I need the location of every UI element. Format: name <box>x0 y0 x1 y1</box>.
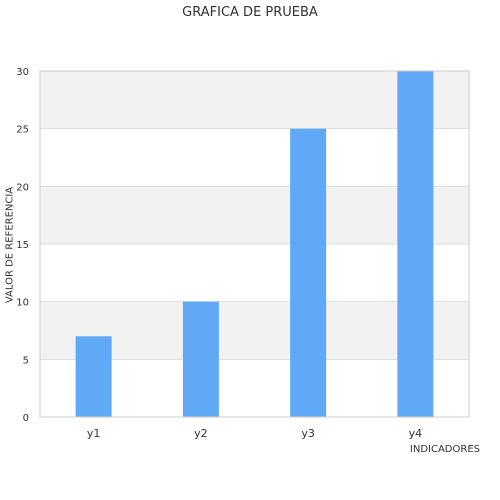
x-tick-label: y3 <box>301 427 315 440</box>
bar-y3 <box>290 128 327 417</box>
x-axis-label: INDICADORES <box>409 444 480 455</box>
bar-y1 <box>75 336 112 417</box>
y-tick-label: 20 <box>16 182 29 193</box>
x-tick-label: y2 <box>194 427 208 440</box>
bar-y4 <box>397 71 434 417</box>
y-tick-label: 5 <box>23 355 29 366</box>
y-tick-label: 0 <box>23 413 29 424</box>
y-tick-label: 30 <box>16 67 29 78</box>
plot-border <box>39 70 470 418</box>
x-tick-label: y4 <box>409 427 423 440</box>
bars <box>75 71 434 417</box>
y-tick-label: 25 <box>16 125 29 136</box>
plot-frame <box>39 70 470 418</box>
x-tick-label: y1 <box>87 427 101 440</box>
y-tick-label: 15 <box>16 240 29 251</box>
bar-y2 <box>182 301 219 417</box>
y-tick-label: 10 <box>16 298 29 309</box>
y-tick-labels: 0 5 10 15 20 25 30 <box>16 67 29 424</box>
y-axis-label: VALOR DE REFERENCIA <box>4 186 16 304</box>
x-tick-labels: y1 y2 y3 y4 <box>87 427 422 440</box>
chart-title: GRAFICA DE PRUEBA <box>182 5 318 20</box>
